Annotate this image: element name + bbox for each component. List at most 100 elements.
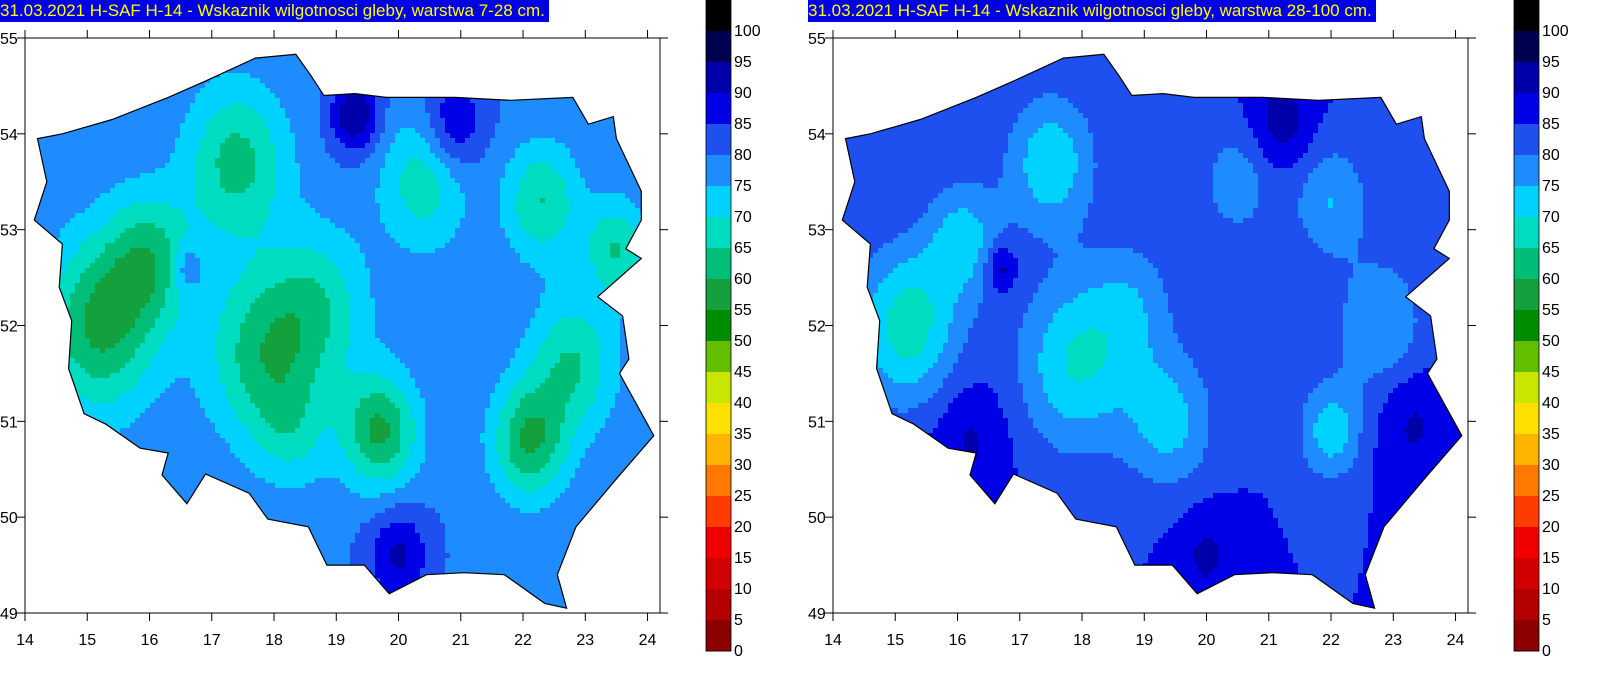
colorbar-label: 65 <box>734 240 752 257</box>
y-tick-label: 49 <box>808 606 826 623</box>
x-tick-label: 14 <box>16 632 34 649</box>
colorbar-label: 75 <box>1542 178 1560 195</box>
colorbar-label: 5 <box>734 612 743 629</box>
soil-moisture-map-28-100: 14 15 16 17 18 19 20 21 22 23 24555453525150491009… <box>808 0 1569 660</box>
colorbar-label: 20 <box>1542 519 1560 536</box>
colorbar-swatch <box>706 217 731 249</box>
colorbar-swatch <box>706 403 731 435</box>
colorbar-swatch <box>1514 372 1539 404</box>
colorbar-swatch <box>1514 496 1539 528</box>
x-tick-label: 24 <box>639 632 657 649</box>
colorbar-label: 85 <box>1542 116 1560 133</box>
y-tick-label: 52 <box>808 319 826 336</box>
colorbar-swatch <box>1514 620 1539 652</box>
colorbar-label: 95 <box>1542 54 1560 71</box>
y-tick-label: 49 <box>0 606 18 623</box>
moisture-field <box>842 54 1462 609</box>
colorbar-label: 10 <box>734 581 752 598</box>
colorbar-label: 45 <box>1542 364 1560 381</box>
colorbar-swatch <box>1514 31 1539 63</box>
colorbar-label: 55 <box>734 302 752 319</box>
colorbar-label: 10 <box>1542 581 1560 598</box>
x-tick-label: 17 <box>203 632 221 649</box>
y-tick-label: 50 <box>0 510 18 527</box>
x-tick-label: 24 <box>1447 632 1465 649</box>
colorbar-label: 0 <box>734 643 743 660</box>
colorbar-swatch <box>1514 589 1539 621</box>
x-tick-label: 22 <box>514 632 532 649</box>
colorbar-swatch <box>1514 62 1539 94</box>
colorbar-swatch <box>1514 465 1539 497</box>
poland-border <box>841 53 1463 610</box>
colorbar-label: 40 <box>1542 395 1560 412</box>
colorbar-label: 35 <box>734 426 752 443</box>
colorbar-swatch <box>1514 93 1539 125</box>
colorbar-swatch <box>706 93 731 125</box>
colorbar-label: 95 <box>734 54 752 71</box>
x-tick-label: 15 <box>78 632 96 649</box>
colorbar-swatch <box>1514 310 1539 342</box>
colorbar-swatch <box>706 372 731 404</box>
colorbar-swatch <box>706 310 731 342</box>
colorbar-label: 15 <box>1542 550 1560 567</box>
colorbar-swatch <box>706 465 731 497</box>
map-panel-left: 31.03.2021 H-SAF H-14 - Wskaznik wilgotn… <box>0 0 810 689</box>
map-title: 31.03.2021 H-SAF H-14 - Wskaznik wilgotn… <box>808 0 1376 22</box>
colorbar-swatch <box>1514 0 1539 32</box>
colorbar-swatch <box>706 155 731 187</box>
colorbar: 1009590858075706560555045403530252015105… <box>1513 0 1569 660</box>
x-tick-label: 19 <box>327 632 345 649</box>
x-tick-label: 22 <box>1322 632 1340 649</box>
colorbar-label: 45 <box>734 364 752 381</box>
x-tick-label: 23 <box>1384 632 1402 649</box>
colorbar-label: 55 <box>1542 302 1560 319</box>
colorbar-label: 90 <box>734 85 752 102</box>
colorbar-swatch <box>706 558 731 590</box>
colorbar-label: 85 <box>734 116 752 133</box>
y-tick-label: 52 <box>0 319 18 336</box>
y-tick-label: 53 <box>0 223 18 240</box>
colorbar: 1009590858075706560555045403530252015105… <box>705 0 761 660</box>
colorbar-swatch <box>1514 186 1539 218</box>
x-tick-label: 21 <box>452 632 470 649</box>
colorbar-swatch <box>1514 217 1539 249</box>
colorbar-swatch <box>706 186 731 218</box>
colorbar-swatch <box>1514 248 1539 280</box>
colorbar-swatch <box>1514 558 1539 590</box>
x-tick-label: 20 <box>1198 632 1216 649</box>
colorbar-label: 75 <box>734 178 752 195</box>
colorbar-label: 0 <box>1542 643 1551 660</box>
x-tick-label: 14 <box>824 632 842 649</box>
colorbar-swatch <box>706 589 731 621</box>
map-panel-right: 31.03.2021 H-SAF H-14 - Wskaznik wilgotn… <box>808 0 1624 689</box>
y-tick-label: 53 <box>808 223 826 240</box>
soil-moisture-map-7-28: 14 15 16 17 18 19 20 21 22 23 24555453525150491009… <box>0 0 761 660</box>
colorbar-swatch <box>706 279 731 311</box>
colorbar-label: 100 <box>1542 23 1569 40</box>
colorbar-label: 25 <box>1542 488 1560 505</box>
colorbar-swatch <box>706 124 731 156</box>
colorbar-label: 40 <box>734 395 752 412</box>
colorbar-swatch <box>706 527 731 559</box>
x-tick-label: 21 <box>1260 632 1278 649</box>
colorbar-swatch <box>1514 155 1539 187</box>
colorbar-label: 100 <box>734 23 761 40</box>
moisture-field <box>34 54 654 609</box>
colorbar-label: 50 <box>734 333 752 350</box>
colorbar-swatch <box>706 341 731 373</box>
colorbar-label: 65 <box>1542 240 1560 257</box>
colorbar-label: 60 <box>1542 271 1560 288</box>
x-tick-label: 15 <box>886 632 904 649</box>
colorbar-label: 70 <box>734 209 752 226</box>
x-tick-label: 20 <box>390 632 408 649</box>
colorbar-label: 70 <box>1542 209 1560 226</box>
colorbar-swatch <box>1514 434 1539 466</box>
x-tick-label: 17 <box>1011 632 1029 649</box>
colorbar-swatch <box>706 31 731 63</box>
y-tick-label: 55 <box>808 31 826 48</box>
colorbar-label: 90 <box>1542 85 1560 102</box>
map-title: 31.03.2021 H-SAF H-14 - Wskaznik wilgotn… <box>0 0 549 22</box>
colorbar-swatch <box>706 434 731 466</box>
colorbar-label: 15 <box>734 550 752 567</box>
x-tick-label: 16 <box>949 632 967 649</box>
